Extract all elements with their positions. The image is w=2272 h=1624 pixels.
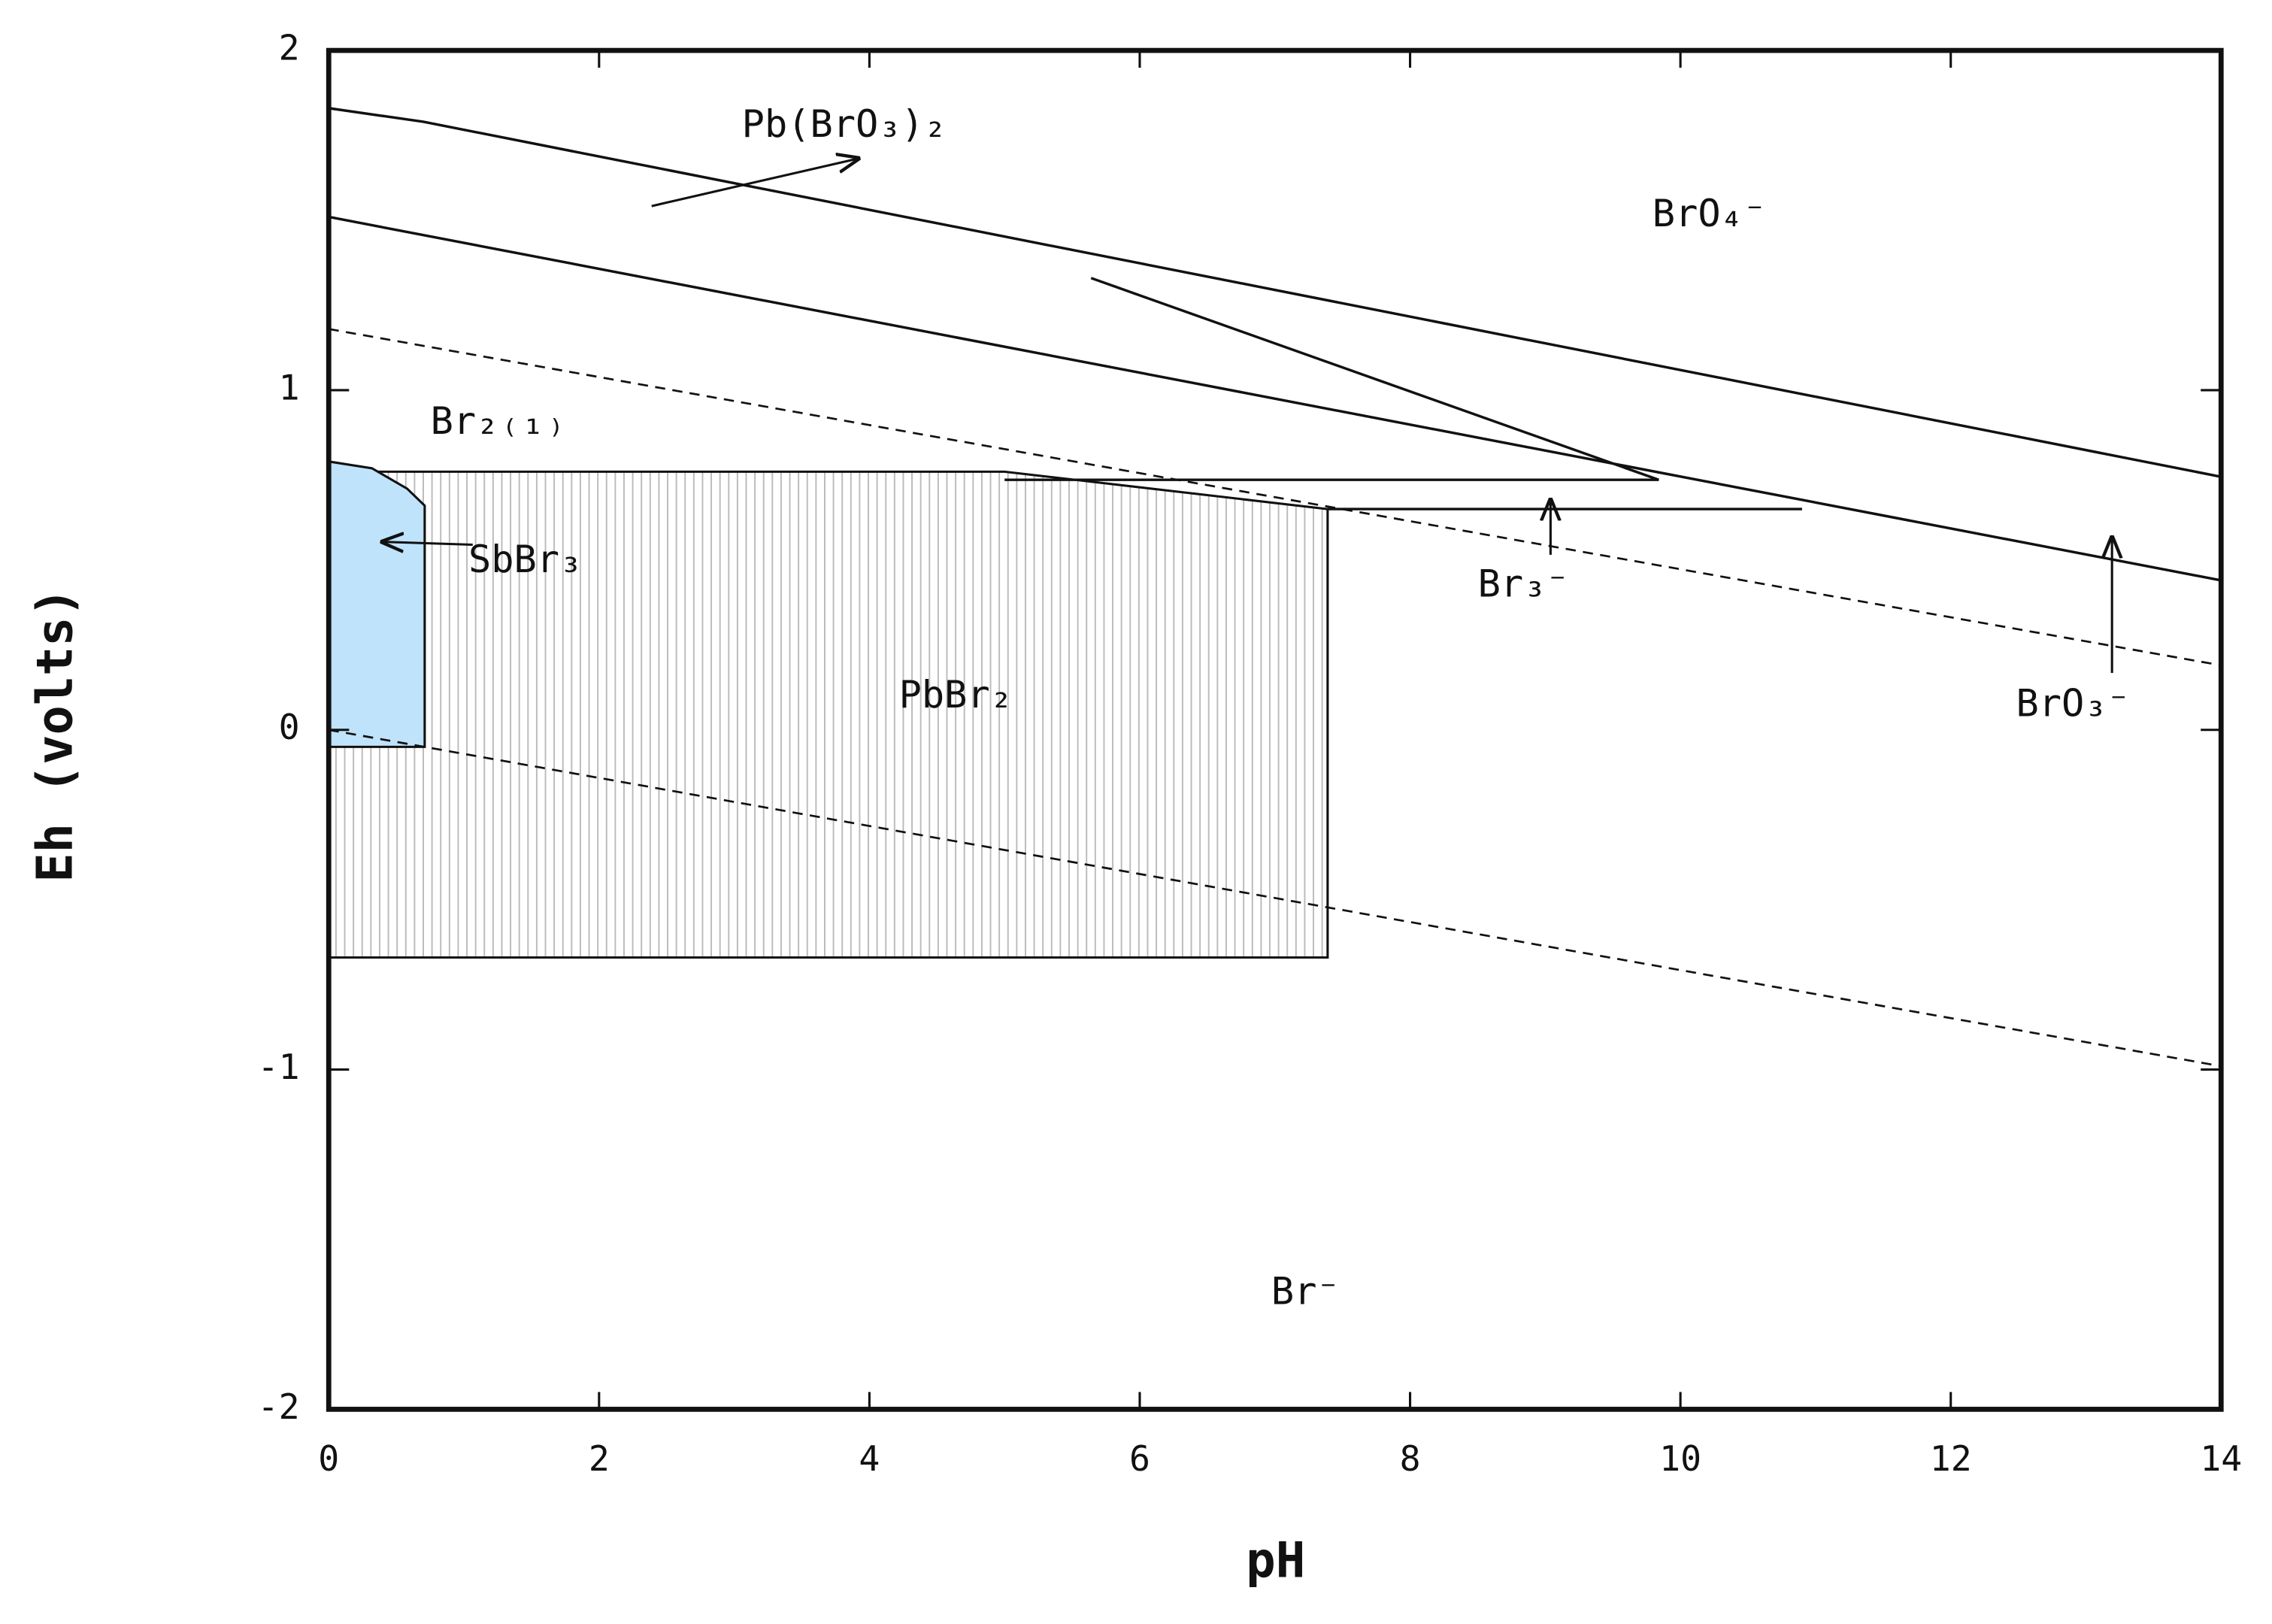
x-axis-title: pH: [1246, 1532, 1305, 1589]
x-tick-label: 10: [1659, 1438, 1701, 1479]
arrows: [383, 159, 2112, 674]
arrow: [651, 159, 859, 208]
boundary-line: [328, 107, 2222, 478]
boundary-line: [329, 328, 2222, 667]
boundary-line: [1090, 277, 1659, 481]
region-label: Pb(BrO₃)₂: [742, 102, 947, 146]
region-label: Br₂₍₁₎: [431, 399, 568, 443]
y-tick-label: 0: [279, 707, 300, 747]
x-tick-label: 0: [318, 1438, 339, 1479]
y-axis-title: Eh (volts): [26, 587, 83, 882]
region-label: Br₃⁻: [1478, 562, 1569, 606]
y-tick-label: -2: [258, 1386, 300, 1427]
x-tick-label: 14: [2200, 1438, 2242, 1479]
region-label: BrO₃⁻: [2016, 682, 2129, 726]
x-tick-label: 4: [859, 1438, 880, 1479]
x-tick-label: 12: [1930, 1438, 1972, 1479]
x-tick-label: 8: [1400, 1438, 1421, 1479]
x-tick-label: 6: [1129, 1438, 1150, 1479]
region: [327, 460, 426, 748]
arrow: [383, 542, 473, 545]
x-tick-label: 2: [589, 1438, 610, 1479]
y-tick-label: 1: [279, 368, 300, 408]
region-label: SbBr₃: [468, 538, 582, 581]
y-tick-label: 2: [279, 28, 300, 68]
region-label: Br⁻: [1271, 1270, 1340, 1313]
region-label: BrO₄⁻: [1653, 192, 1766, 235]
region-label: PbBr₂: [899, 673, 1013, 717]
boundary-line: [328, 215, 2222, 582]
y-tick-label: -1: [258, 1047, 300, 1087]
boundary-line: [329, 729, 2222, 1068]
